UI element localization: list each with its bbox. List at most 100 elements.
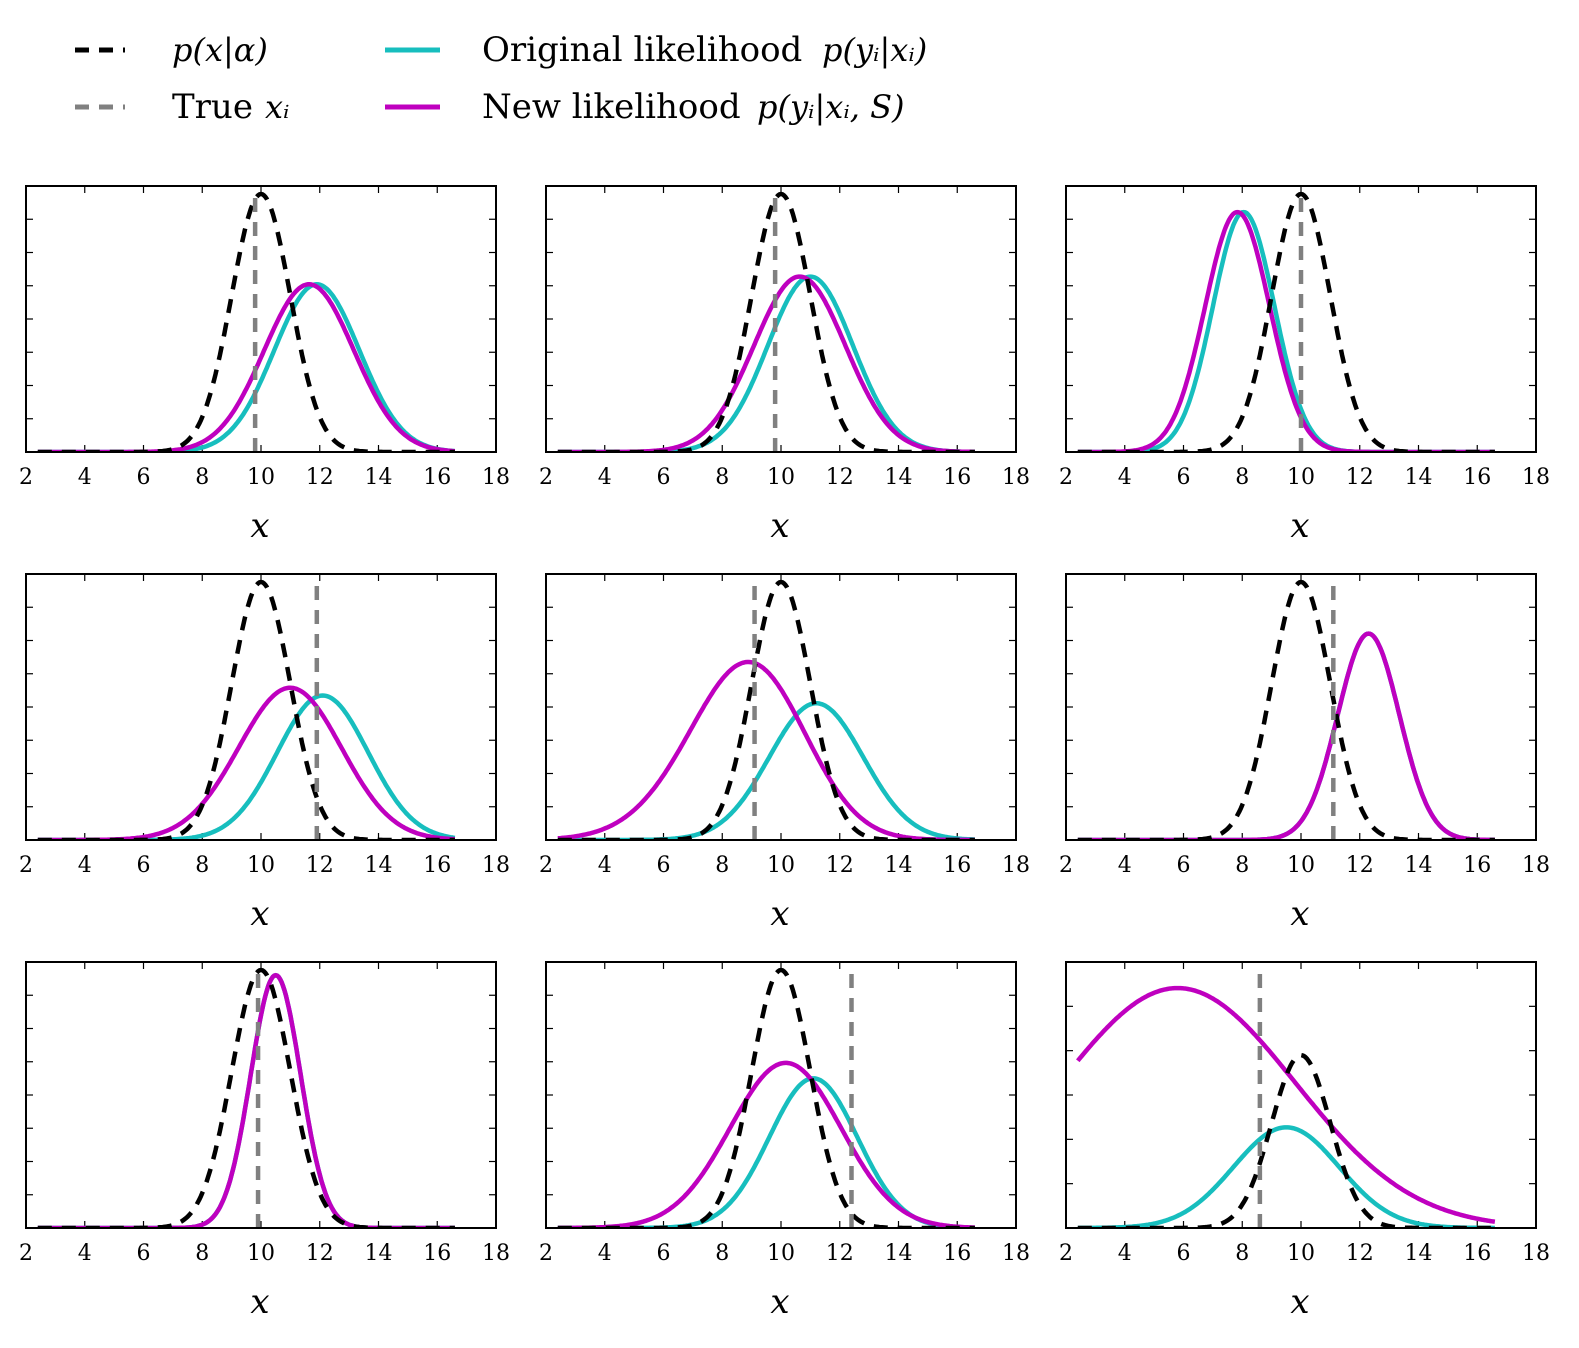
legend-original-text: Original likelihood bbox=[482, 30, 802, 70]
x-tick-label: 10 bbox=[1287, 1241, 1315, 1266]
x-tick-label: 10 bbox=[247, 1241, 275, 1266]
x-tick-label: 18 bbox=[482, 853, 510, 878]
axes-frame bbox=[25, 185, 497, 453]
new-likelihood-line bbox=[37, 282, 456, 452]
x-tick-label: 16 bbox=[423, 465, 451, 490]
x-axis-label: x bbox=[1290, 506, 1309, 546]
original-likelihood-line bbox=[557, 274, 975, 452]
plot-area bbox=[1077, 578, 1496, 840]
x-tick-label: 14 bbox=[1405, 465, 1433, 490]
x-tick-label: 18 bbox=[1002, 465, 1030, 490]
x-tick-label: 12 bbox=[306, 465, 334, 490]
axes-frame bbox=[1065, 185, 1537, 453]
plot-area bbox=[1076, 966, 1496, 1228]
x-tick-label: 4 bbox=[1118, 853, 1132, 878]
x-tick-label: 12 bbox=[826, 465, 854, 490]
panel-5: 2 4 6 8 10 12 14 16 18 x bbox=[539, 573, 1030, 934]
x-tick-label: 6 bbox=[657, 465, 671, 490]
plot-area bbox=[557, 190, 975, 452]
x-tick-label: 18 bbox=[1002, 1241, 1030, 1266]
x-tick-label: 10 bbox=[767, 853, 795, 878]
x-axis-label: x bbox=[770, 894, 789, 934]
legend-true-x-math: xᵢ bbox=[265, 88, 289, 126]
x-tick-label: 18 bbox=[1002, 853, 1030, 878]
original-likelihood-line bbox=[557, 701, 975, 840]
x-tick-label: 2 bbox=[1059, 465, 1073, 490]
axes-frame bbox=[545, 185, 1017, 453]
x-tick-label: 18 bbox=[482, 1241, 510, 1266]
x-tick-label: 16 bbox=[423, 853, 451, 878]
plot-area bbox=[37, 578, 456, 840]
x-tick-label: 8 bbox=[195, 1241, 209, 1266]
x-axis-label: x bbox=[770, 506, 789, 546]
x-axis-label: x bbox=[1290, 1282, 1309, 1322]
panel-1: 2 4 6 8 10 12 14 16 18 x bbox=[19, 185, 510, 546]
new-likelihood-line bbox=[1076, 985, 1496, 1224]
x-tick-label: 16 bbox=[1463, 853, 1491, 878]
x-tick-label: 8 bbox=[715, 1241, 729, 1266]
x-tick-label: 14 bbox=[1405, 1241, 1433, 1266]
x-tick-label: 6 bbox=[137, 465, 151, 490]
x-tick-label: 18 bbox=[1522, 465, 1550, 490]
x-tick-label: 6 bbox=[657, 1241, 671, 1266]
prior-line bbox=[557, 191, 975, 452]
prior-line bbox=[1077, 579, 1495, 840]
panel-6: 2 4 6 8 10 12 14 16 18 x bbox=[1059, 573, 1550, 934]
axes-frame bbox=[1065, 961, 1537, 1229]
panel-7: 2 4 6 8 10 12 14 16 18 x bbox=[19, 961, 510, 1322]
x-tick-label: 14 bbox=[885, 1241, 913, 1266]
x-tick-label: 16 bbox=[1463, 1241, 1491, 1266]
axes-frame bbox=[545, 961, 1017, 1229]
plot-area bbox=[557, 966, 976, 1228]
x-tick-label: 16 bbox=[943, 853, 971, 878]
x-tick-label: 14 bbox=[1405, 853, 1433, 878]
legend: p(x|α) True xᵢ Original likelihood p(yᵢ|… bbox=[75, 30, 927, 127]
x-tick-label: 14 bbox=[885, 853, 913, 878]
new-likelihood-line bbox=[1077, 209, 1495, 452]
panel-8: 2 4 6 8 10 12 14 16 18 x bbox=[539, 961, 1030, 1322]
axes-frame bbox=[545, 573, 1017, 841]
original-likelihood-line bbox=[1077, 631, 1496, 840]
x-axis-label: x bbox=[770, 1282, 789, 1322]
x-tick-label: 2 bbox=[1059, 1241, 1073, 1266]
x-tick-label: 10 bbox=[247, 853, 275, 878]
legend-new-text: New likelihood bbox=[482, 87, 741, 127]
x-tick-label: 16 bbox=[1463, 465, 1491, 490]
original-likelihood-line bbox=[37, 693, 456, 840]
x-tick-label: 12 bbox=[826, 853, 854, 878]
x-tick-label: 2 bbox=[539, 853, 553, 878]
x-tick-label: 12 bbox=[1346, 465, 1374, 490]
x-tick-label: 4 bbox=[1118, 1241, 1132, 1266]
x-axis-label: x bbox=[250, 1282, 269, 1322]
panels: 2 4 6 8 10 12 14 16 18 x 2 4 6 8 10 12 14 16 18 x 2 4 6 8 10 12 14… bbox=[19, 185, 1550, 1322]
x-tick-label: 2 bbox=[539, 465, 553, 490]
original-likelihood-line bbox=[1077, 209, 1495, 452]
x-tick-label: 18 bbox=[482, 465, 510, 490]
x-tick-label: 18 bbox=[1522, 1241, 1550, 1266]
plot-area bbox=[1077, 190, 1495, 452]
legend-prior-label: p(x|α) bbox=[172, 31, 268, 69]
x-tick-label: 8 bbox=[195, 853, 209, 878]
new-likelihood-line bbox=[557, 1060, 976, 1228]
x-tick-label: 2 bbox=[19, 853, 33, 878]
new-likelihood-line bbox=[557, 659, 975, 840]
axes-frame bbox=[1065, 573, 1537, 841]
x-tick-label: 2 bbox=[539, 1241, 553, 1266]
x-tick-label: 4 bbox=[78, 465, 92, 490]
prior-line bbox=[1077, 191, 1495, 452]
x-tick-label: 8 bbox=[1235, 465, 1249, 490]
x-tick-label: 12 bbox=[306, 853, 334, 878]
original-likelihood-line bbox=[1077, 1125, 1495, 1228]
x-tick-label: 4 bbox=[598, 1241, 612, 1266]
x-tick-label: 8 bbox=[715, 465, 729, 490]
new-likelihood-line bbox=[37, 972, 455, 1228]
plot-area bbox=[37, 190, 456, 452]
legend-new-math: p(yᵢ|xᵢ, S) bbox=[757, 88, 905, 126]
legend-true-x-text: True bbox=[172, 87, 253, 127]
prior-line bbox=[1077, 1052, 1495, 1228]
plot-area bbox=[557, 578, 975, 840]
original-likelihood-line bbox=[37, 282, 456, 452]
prior-line bbox=[557, 579, 975, 840]
x-tick-label: 10 bbox=[767, 465, 795, 490]
x-tick-label: 14 bbox=[365, 853, 393, 878]
